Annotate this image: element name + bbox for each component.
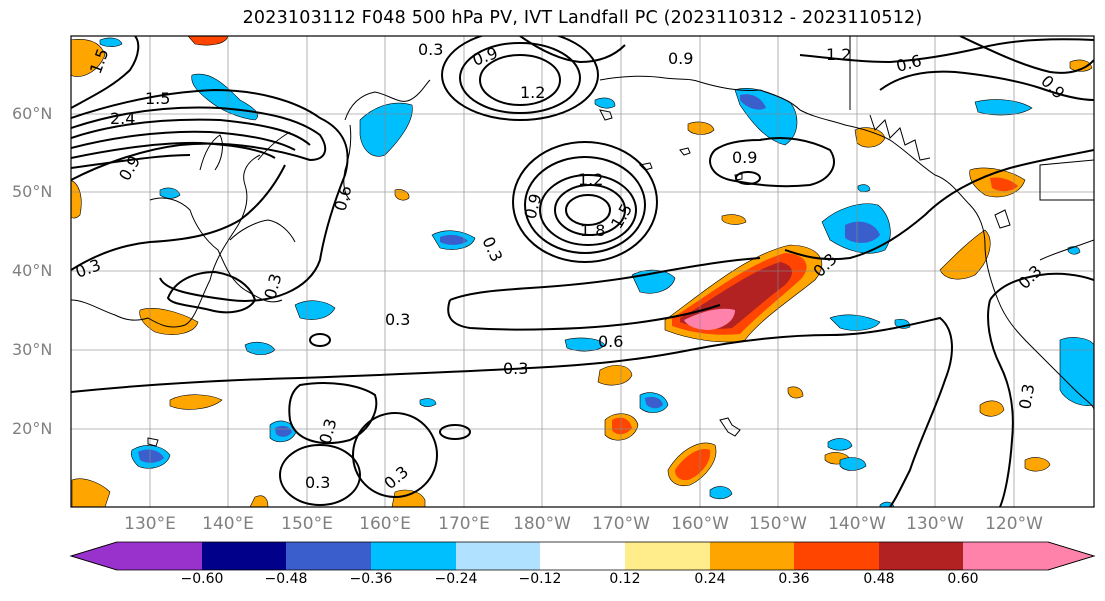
svg-text:1.8: 1.8 xyxy=(580,221,605,240)
svg-text:2.4: 2.4 xyxy=(110,109,135,128)
lon-label: 150°E xyxy=(281,514,333,534)
lon-label: 130°W xyxy=(906,514,964,534)
svg-text:1.5: 1.5 xyxy=(145,89,170,108)
lat-label: 50°N xyxy=(12,182,53,201)
map-frame xyxy=(70,35,1095,508)
lon-label: 170°W xyxy=(592,514,650,534)
svg-text:0.6: 0.6 xyxy=(598,332,623,351)
lon-label: 170°E xyxy=(438,514,490,534)
svg-text:0.3: 0.3 xyxy=(418,40,443,59)
colorbar xyxy=(69,541,1096,571)
colorbar-tick-label: 0.24 xyxy=(694,571,726,587)
lon-label: 150°W xyxy=(749,514,807,534)
lon-label: 180°W xyxy=(513,514,571,534)
svg-text:1.2: 1.2 xyxy=(520,83,545,102)
lon-label: 130°E xyxy=(124,514,176,534)
lon-label: 160°W xyxy=(671,514,729,534)
colorbar-tick-label: −0.12 xyxy=(518,571,562,587)
lat-label: 40°N xyxy=(12,261,53,280)
svg-text:0.3: 0.3 xyxy=(503,359,528,378)
colorbar-tick-label: 0.60 xyxy=(947,571,979,587)
pv-contours xyxy=(71,36,1094,507)
contour-labels: 0.3 0.9 0.9 1.2 0.6 1.2 1.5 2.4 0.9 0.6 … xyxy=(73,40,1069,493)
lon-label: 120°W xyxy=(985,514,1043,534)
svg-text:0.9: 0.9 xyxy=(668,49,693,68)
lat-label: 60°N xyxy=(12,104,53,123)
svg-text:0.3: 0.3 xyxy=(1015,382,1038,410)
svg-text:0.3: 0.3 xyxy=(385,310,410,329)
svg-text:0.9: 0.9 xyxy=(732,148,757,167)
colorbar-tick-label: 0.12 xyxy=(609,571,641,587)
lat-label: 20°N xyxy=(12,419,53,438)
colorbar-tick-label: −0.60 xyxy=(180,571,224,587)
map-title: 2023103112 F048 500 hPa PV, IVT Landfall… xyxy=(242,8,923,28)
svg-text:1.2: 1.2 xyxy=(826,45,851,64)
ivt-shading xyxy=(71,36,1094,507)
lat-label: 30°N xyxy=(12,340,53,359)
colorbar-tick-label: −0.24 xyxy=(434,571,478,587)
svg-text:0.3: 0.3 xyxy=(305,473,330,492)
colorbar-tick-label: 0.36 xyxy=(778,571,810,587)
colorbar-tick-label: −0.36 xyxy=(349,571,393,587)
colorbar-tick-label: −0.48 xyxy=(264,571,308,587)
colorbar-tick-label: 0.48 xyxy=(863,571,895,587)
lon-label: 140°E xyxy=(202,514,254,534)
lon-label: 160°E xyxy=(359,514,411,534)
svg-text:1.2: 1.2 xyxy=(578,170,603,189)
lon-label: 140°W xyxy=(828,514,886,534)
